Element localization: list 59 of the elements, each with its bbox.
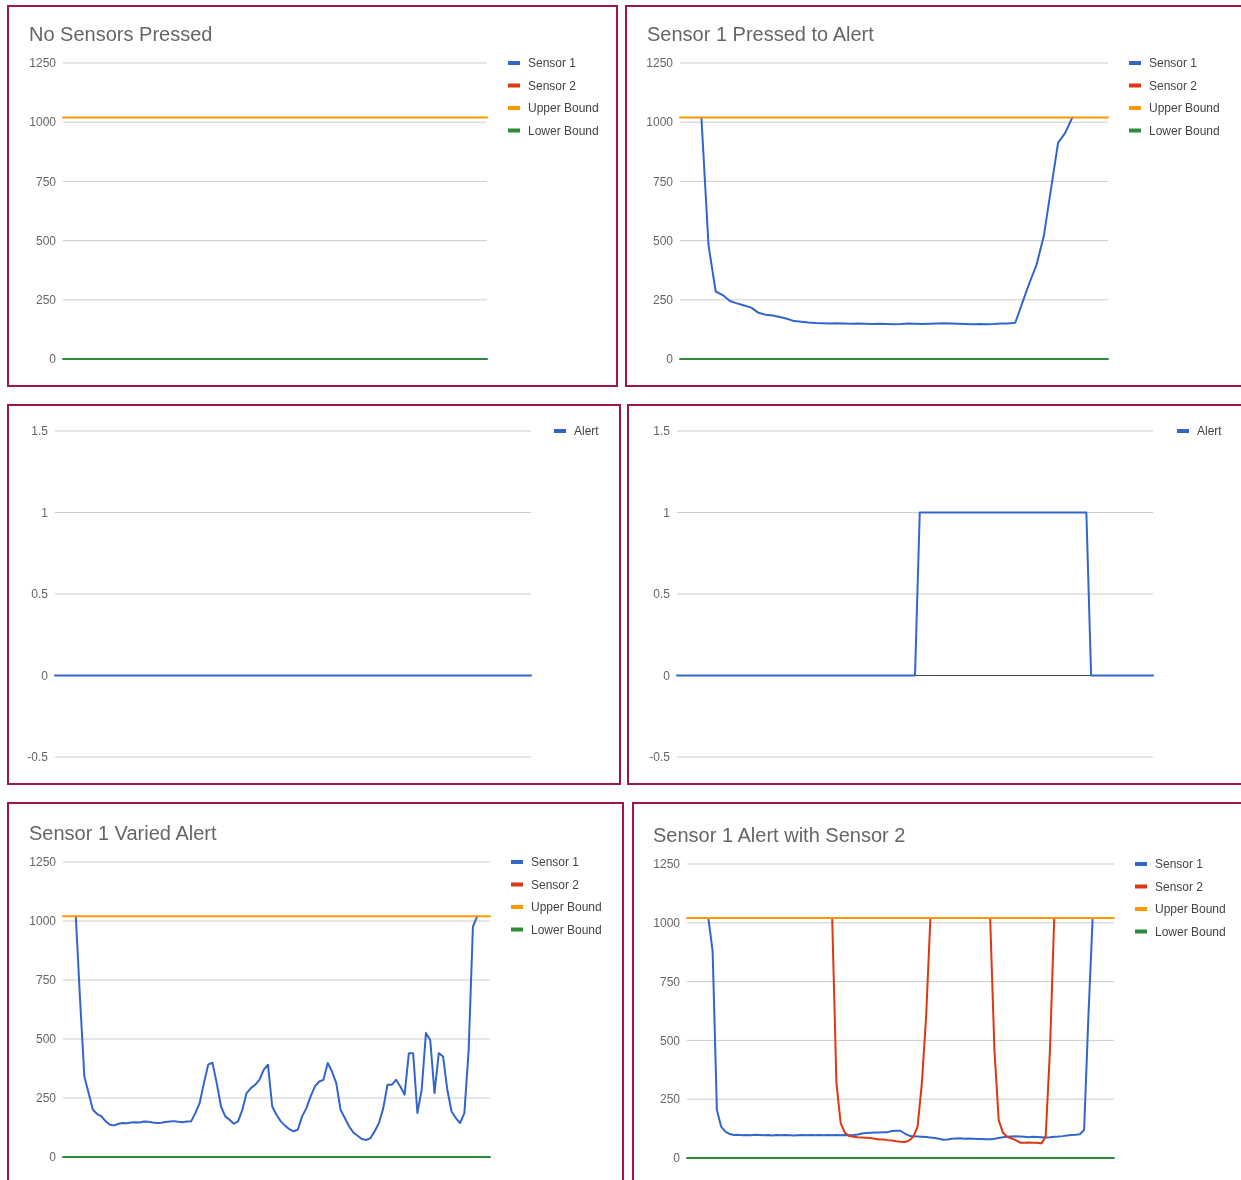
y-tick-label: 500 <box>659 1033 681 1048</box>
legend-label: Sensor 2 <box>528 78 577 93</box>
legend-label: Upper Bound <box>531 900 602 915</box>
y-tick-label: 1250 <box>653 857 681 872</box>
legend-label: Lower Bound <box>531 922 602 937</box>
y-tick-label: 1 <box>41 505 49 520</box>
y-tick-label: 750 <box>35 174 57 189</box>
legend-label: Sensor 1 <box>1155 857 1204 872</box>
y-tick-label: 1250 <box>29 56 57 71</box>
line-series <box>700 116 1074 326</box>
legend-label: Sensor 2 <box>531 877 580 892</box>
y-tick-label: 750 <box>659 974 681 989</box>
legend-label: Upper Bound <box>528 101 599 116</box>
y-tick-label: 250 <box>659 1092 681 1107</box>
chart-title: Sensor 1 Varied Alert <box>29 822 217 844</box>
y-tick-label: 0 <box>673 1151 681 1166</box>
y-tick-label: 1000 <box>653 916 681 930</box>
line-series <box>707 917 1094 1141</box>
chart-title: Sensor 1 Alert with Sensor 2 <box>653 824 906 846</box>
legend-label: Lower Bound <box>1155 924 1226 939</box>
y-tick-label: 1 <box>663 505 671 520</box>
y-tick-label: 0.5 <box>653 587 671 602</box>
y-tick-label: 1250 <box>646 56 674 71</box>
legend-label: Sensor 1 <box>531 855 580 870</box>
y-tick-label: 500 <box>652 233 674 248</box>
y-tick-label: 1.5 <box>31 424 49 439</box>
legend-label: Lower Bound <box>1149 123 1220 138</box>
y-tick-label: 250 <box>652 293 674 307</box>
y-tick-label: -0.5 <box>649 750 671 765</box>
y-tick-label: 1250 <box>29 855 57 870</box>
y-tick-label: -0.5 <box>27 750 49 765</box>
legend-label: Alert <box>574 424 600 439</box>
y-tick-label: 750 <box>652 174 674 189</box>
y-tick-label: 750 <box>35 973 57 988</box>
y-tick-label: 250 <box>35 293 57 307</box>
legend-label: Upper Bound <box>1155 902 1226 917</box>
legend-label: Sensor 2 <box>1149 78 1198 93</box>
y-tick-label: 500 <box>35 1032 57 1047</box>
y-tick-label: 1.5 <box>653 424 671 439</box>
y-tick-label: 0.5 <box>31 587 49 602</box>
y-tick-label: 0 <box>49 352 57 367</box>
y-tick-label: 250 <box>35 1091 57 1106</box>
y-tick-label: 0 <box>666 352 674 367</box>
y-tick-label: 0 <box>49 1150 57 1165</box>
chart-title: Sensor 1 Pressed to Alert <box>647 23 875 45</box>
y-tick-label: 0 <box>663 668 671 683</box>
y-tick-label: 1000 <box>646 115 674 130</box>
y-tick-label: 1000 <box>29 914 57 929</box>
line-series <box>74 915 479 1142</box>
chart-title: No Sensors Pressed <box>29 23 213 45</box>
legend-label: Upper Bound <box>1149 101 1220 116</box>
y-tick-label: 0 <box>41 668 49 683</box>
legend-label: Sensor 1 <box>528 56 577 71</box>
y-tick-label: 500 <box>35 233 57 248</box>
legend-label: Sensor 2 <box>1155 879 1204 894</box>
legend-label: Alert <box>1197 424 1223 439</box>
legend-label: Lower Bound <box>528 123 599 138</box>
legend-label: Sensor 1 <box>1149 56 1198 71</box>
y-tick-label: 1000 <box>29 115 57 130</box>
